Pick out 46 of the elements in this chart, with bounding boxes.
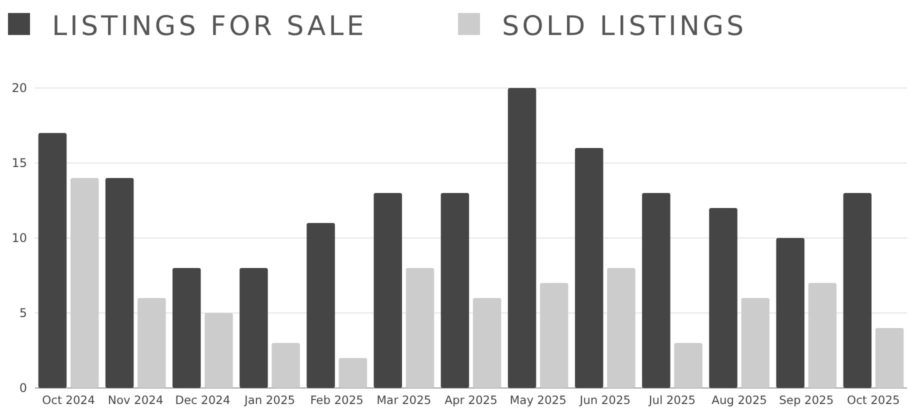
bar: [574, 148, 604, 388]
bar: [172, 268, 201, 388]
bar: [875, 328, 904, 388]
bar: [808, 283, 837, 388]
bar: [508, 88, 536, 388]
x-tick-label: Mar 2025: [376, 393, 432, 407]
x-tick-label: Jun 2025: [578, 393, 631, 407]
x-tick-label: Oct 2025: [847, 393, 900, 407]
x-tick-label: Apr 2025: [444, 393, 498, 407]
bar: [642, 193, 670, 388]
bar: [776, 238, 804, 388]
bar: [374, 193, 402, 388]
x-tick-label: Jan 2025: [243, 393, 296, 407]
y-tick-label: 20: [12, 81, 27, 96]
bar: [338, 358, 368, 388]
x-tick-label: Oct 2024: [42, 393, 95, 407]
bar: [70, 178, 99, 388]
bar: [272, 343, 300, 388]
bar: [105, 178, 134, 388]
x-tick-label: Jul 2025: [648, 393, 696, 407]
y-tick-label: 5: [19, 306, 27, 320]
x-tick-label: Nov 2024: [108, 393, 164, 407]
y-tick-label: 15: [12, 156, 27, 170]
bar: [204, 313, 233, 388]
bar: [440, 193, 470, 388]
x-tick-label: Sep 2025: [779, 393, 834, 407]
bar: [607, 268, 636, 388]
bar: [472, 298, 502, 388]
bar: [709, 208, 738, 388]
legend-label: SOLD LISTINGS: [502, 11, 747, 42]
x-tick-label: Dec 2024: [175, 393, 230, 407]
bar: [306, 223, 335, 388]
bar: [843, 193, 872, 388]
bar: [240, 268, 268, 388]
legend-label: LISTINGS FOR SALE: [52, 11, 367, 42]
bar: [406, 268, 434, 388]
bar: [674, 343, 702, 388]
x-tick-label: May 2025: [510, 393, 566, 407]
y-tick-label: 0: [19, 381, 27, 396]
x-tick-label: Feb 2025: [310, 393, 364, 407]
x-tick-label: Aug 2025: [712, 393, 768, 407]
y-tick-label: 10: [12, 231, 27, 246]
bar: [138, 298, 166, 388]
bar: [540, 283, 568, 388]
bar: [38, 133, 67, 388]
bar: [741, 298, 770, 388]
